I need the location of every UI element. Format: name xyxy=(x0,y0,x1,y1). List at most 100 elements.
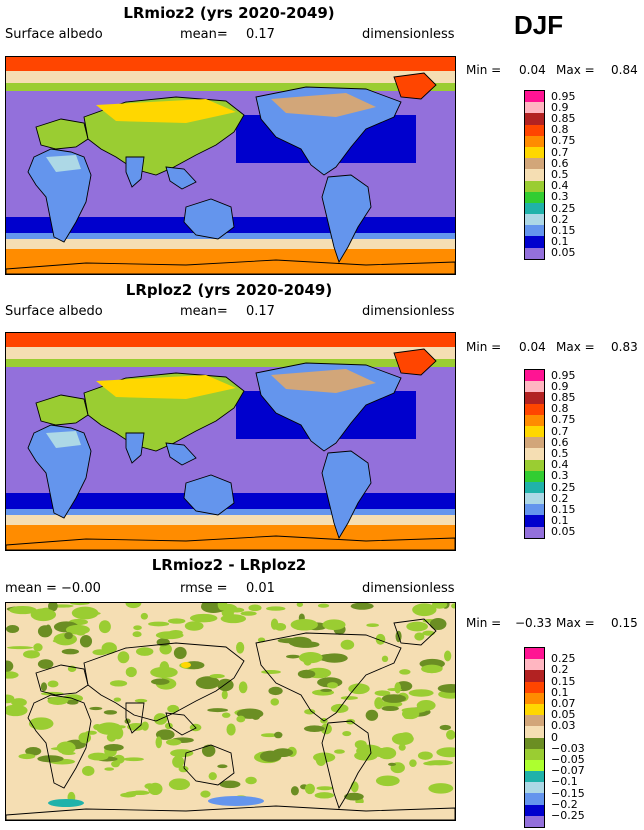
diff-patch xyxy=(47,696,69,705)
diff-patch xyxy=(132,631,142,638)
panel-2-max-label: Max = xyxy=(556,340,595,354)
coastline-asia xyxy=(83,642,245,722)
panel-3-title: LRmioz2 - LRploz2 xyxy=(151,556,307,574)
coastline-se-asia xyxy=(165,712,197,736)
diff-patch xyxy=(272,748,294,758)
continent-europe xyxy=(35,118,89,150)
colorbar-swatch xyxy=(525,236,544,248)
diff-patch xyxy=(315,753,327,767)
colorbar-swatch xyxy=(525,169,544,181)
diff-patch xyxy=(7,646,34,650)
panel-2-map xyxy=(5,332,456,551)
diff-patch xyxy=(40,682,48,692)
diff-patch xyxy=(140,612,148,620)
subarctic-band xyxy=(6,359,455,367)
colorbar-level-label: −0.2 xyxy=(551,797,578,811)
colorbar-swatch xyxy=(525,692,544,704)
diff-patch xyxy=(327,682,338,689)
panel-2-max-value: 0.83 xyxy=(611,340,638,354)
colorbar-level-label: −0.03 xyxy=(551,741,585,755)
colorbar-swatch xyxy=(525,659,544,671)
diff-patch xyxy=(201,603,208,610)
diff-patch xyxy=(113,697,122,702)
diff-patch xyxy=(248,604,262,612)
diff-patch xyxy=(346,718,356,725)
diff-patch xyxy=(45,624,52,635)
colorbar-swatch xyxy=(525,493,544,505)
panel-3-rmse-label: rmse = xyxy=(180,581,228,596)
diff-patch xyxy=(381,655,389,663)
diff-patch xyxy=(70,603,90,606)
diff-patch xyxy=(451,603,455,609)
diff-patch xyxy=(428,783,454,794)
diff-patch xyxy=(439,724,452,731)
diff-patch xyxy=(217,678,234,692)
diff-patch xyxy=(82,765,95,776)
diff-patch xyxy=(236,708,264,719)
diff-patch xyxy=(61,648,79,655)
continent-se-asia xyxy=(165,166,197,190)
colorbar-swatch xyxy=(525,648,544,660)
diff-patch xyxy=(92,649,108,656)
colorbar-level-label: 0.2 xyxy=(551,212,569,226)
diff-patch xyxy=(292,641,320,648)
panel-2-units: dimensionless xyxy=(362,304,455,319)
diff-patch xyxy=(394,682,401,694)
diff-patch xyxy=(399,669,411,675)
diff-patch xyxy=(316,786,334,791)
diff-patch xyxy=(103,710,118,715)
diff-patch xyxy=(133,625,142,631)
colorbar-level-label: 0.5 xyxy=(551,168,569,181)
diff-patch xyxy=(48,603,58,612)
diff-patch xyxy=(85,730,97,735)
colorbar-level-label: 0.25 xyxy=(551,480,576,494)
sea-ice-edge xyxy=(6,239,455,249)
continent-greenland xyxy=(393,72,437,100)
colorbar-swatch xyxy=(525,470,544,482)
colorbar-swatch xyxy=(525,481,544,494)
coastline-antarctica xyxy=(6,805,455,820)
diff-patch xyxy=(298,652,323,664)
diff-patch xyxy=(150,666,178,678)
diff-patch xyxy=(30,608,57,622)
diff-patch xyxy=(296,603,304,607)
colorbar-swatch xyxy=(525,124,544,136)
colorbar-swatch xyxy=(525,202,544,215)
colorbar-level-label: 0.6 xyxy=(551,435,569,449)
colorbar-swatch xyxy=(525,515,544,527)
colorbar-level-label: −0.1 xyxy=(551,775,578,789)
colorbar-swatch xyxy=(525,759,544,772)
arctic-ice xyxy=(6,57,455,71)
colorbar-swatch xyxy=(525,737,544,749)
diff-patch xyxy=(365,709,379,721)
panel-3-min-value: −0.33 xyxy=(515,616,552,630)
high-lat-band xyxy=(6,71,455,83)
diff-pos-anomaly xyxy=(181,662,191,668)
diff-patch xyxy=(260,733,278,738)
panel-1-min-label: Min = xyxy=(466,63,502,77)
colorbar-level-label: 0.05 xyxy=(551,246,576,260)
diff-patch xyxy=(173,646,187,660)
colorbar-level-label: 0.15 xyxy=(551,503,576,516)
panel-1-units: dimensionless xyxy=(362,27,455,42)
continent-australia xyxy=(183,474,235,516)
diff-patch xyxy=(148,782,163,796)
colorbar-swatch xyxy=(525,146,544,159)
colorbar-swatch xyxy=(525,526,544,538)
colorbar-swatch xyxy=(525,681,544,693)
colorbar-swatch xyxy=(525,748,544,760)
diff-patch xyxy=(432,603,448,609)
diff-patch xyxy=(61,751,76,755)
panel-2-title: LRploz2 (yrs 2020-2049) xyxy=(125,281,333,299)
colorbar-swatch xyxy=(525,425,544,438)
colorbar-swatch xyxy=(525,180,544,192)
diff-patch xyxy=(109,680,128,687)
diff-patch xyxy=(167,704,180,713)
diff-patch xyxy=(79,635,93,648)
panel-1-max-value: 0.84 xyxy=(611,63,638,77)
diff-patch xyxy=(78,732,92,744)
diff-patch xyxy=(172,755,185,768)
diff-patch xyxy=(112,726,124,740)
diff-patch xyxy=(155,729,175,740)
colorbar-level-label: 0.15 xyxy=(551,674,576,688)
